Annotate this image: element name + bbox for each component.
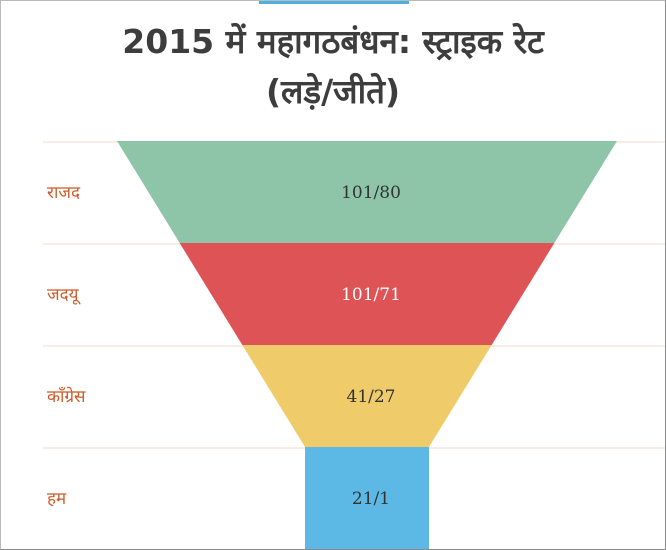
top-accent-bar	[259, 1, 409, 4]
funnel-stage-3	[242, 345, 492, 447]
funnel-category-label: राजद	[47, 183, 81, 203]
funnel-value-label: 41/27	[347, 387, 396, 407]
funnel-value-label: 101/80	[341, 183, 401, 203]
chart-title-line-1: 2015 में महागठबंधन: स्ट्राइक रेट	[122, 22, 544, 61]
funnel-value-label: 101/71	[341, 285, 401, 305]
funnel-stage-4	[305, 447, 429, 549]
funnel-category-label: हम	[47, 489, 67, 509]
funnel-stage-2	[179, 243, 555, 345]
funnel-category-label: जदयू	[47, 285, 82, 305]
funnel-stage-1	[117, 141, 617, 243]
chart-title: 2015 में महागठबंधन: स्ट्राइक रेट (लड़े/ज…	[1, 17, 665, 117]
chart-title-line-2: (लड़े/जीते)	[265, 72, 401, 111]
funnel-category-label: कॉंग्रेस	[47, 386, 86, 407]
funnel-value-label: 21/1	[352, 489, 390, 509]
